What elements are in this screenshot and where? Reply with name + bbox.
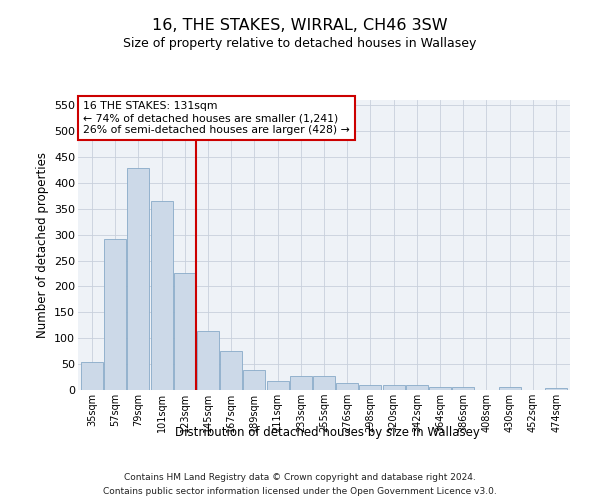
Bar xyxy=(127,168,149,390)
Bar xyxy=(545,388,567,390)
Bar xyxy=(244,370,265,390)
Bar xyxy=(290,376,312,390)
Bar xyxy=(266,380,289,390)
Bar xyxy=(429,388,451,390)
Bar xyxy=(220,350,242,390)
Bar xyxy=(359,386,382,390)
Bar xyxy=(151,201,173,390)
Text: Distribution of detached houses by size in Wallasey: Distribution of detached houses by size … xyxy=(175,426,479,439)
Y-axis label: Number of detached properties: Number of detached properties xyxy=(35,152,49,338)
Text: 16, THE STAKES, WIRRAL, CH46 3SW: 16, THE STAKES, WIRRAL, CH46 3SW xyxy=(152,18,448,32)
Text: Contains public sector information licensed under the Open Government Licence v3: Contains public sector information licen… xyxy=(103,488,497,496)
Bar xyxy=(406,386,428,390)
Bar xyxy=(81,362,103,390)
Text: Size of property relative to detached houses in Wallasey: Size of property relative to detached ho… xyxy=(124,38,476,51)
Text: Contains HM Land Registry data © Crown copyright and database right 2024.: Contains HM Land Registry data © Crown c… xyxy=(124,472,476,482)
Bar xyxy=(174,274,196,390)
Bar xyxy=(383,386,404,390)
Bar xyxy=(452,388,474,390)
Bar xyxy=(499,388,521,390)
Bar xyxy=(313,376,335,390)
Bar xyxy=(197,332,219,390)
Bar xyxy=(336,383,358,390)
Text: 16 THE STAKES: 131sqm
← 74% of detached houses are smaller (1,241)
26% of semi-d: 16 THE STAKES: 131sqm ← 74% of detached … xyxy=(83,102,350,134)
Bar xyxy=(104,240,126,390)
